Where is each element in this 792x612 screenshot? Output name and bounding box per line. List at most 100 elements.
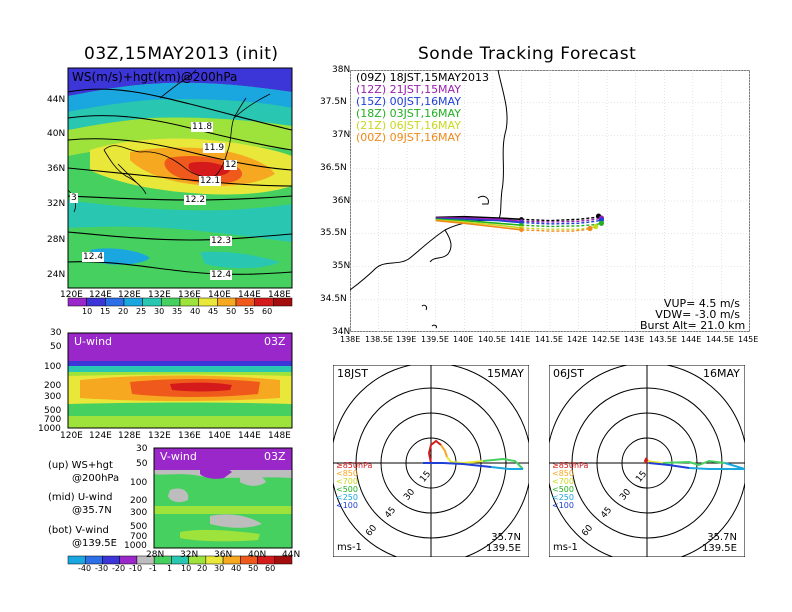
track-ytick: 34N <box>332 327 351 337</box>
u-xtick: 128E <box>118 431 141 441</box>
u-ytick: 200 <box>44 381 62 391</box>
polar-right-unit: ms-1 <box>553 542 578 553</box>
track-ytick: 36N <box>332 196 351 206</box>
v-ytick: 100 <box>130 478 148 488</box>
track-line-solid <box>435 218 522 226</box>
polar-left <box>333 365 529 557</box>
track-xtick: 143E <box>624 335 645 344</box>
colorbar-tick: 40 <box>190 307 201 316</box>
contour-label: 12 <box>224 160 238 170</box>
map-ytick: 44N <box>47 95 66 105</box>
track-ytick: 34.5N <box>320 294 347 304</box>
contour-label: 3 <box>70 193 78 203</box>
u-ytick: 30 <box>50 328 62 338</box>
track-ytick: 37.5N <box>320 97 347 107</box>
track-end-point <box>598 220 605 226</box>
launch-item: (12Z) 21JST,15MAY <box>356 83 461 96</box>
track-xtick: 140E <box>453 335 474 344</box>
track-line-dashed <box>521 222 602 228</box>
colorbar2-swatch <box>67 555 86 565</box>
colorbar2-tick: -40 <box>78 564 92 573</box>
map-xtick: 144E <box>238 290 261 300</box>
colorbar2-swatch <box>119 555 138 565</box>
colorbar2-swatch <box>274 555 293 565</box>
track-xtick: 141E <box>510 335 531 344</box>
u-ytick: 500 <box>44 406 62 416</box>
u-xtick: 144E <box>238 431 261 441</box>
map-ytick: 24N <box>47 270 66 280</box>
legend-up: (up) WS+hgt @200hPa <box>48 460 120 484</box>
map-xtick: 132E <box>148 290 171 300</box>
v-ytick: 1000 <box>124 541 147 551</box>
map-ytick: 36N <box>47 164 66 174</box>
colorbar2-tick: 50 <box>248 564 259 573</box>
contour-label: 11.8 <box>191 122 214 132</box>
colorbar2-tick: -10 <box>129 564 143 573</box>
v-wind-label: V-wind <box>160 450 197 463</box>
u-xtick: 140E <box>208 431 231 441</box>
u-ytick: 700 <box>44 415 62 425</box>
map-xtick: 140E <box>208 290 231 300</box>
left-title: 03Z,15MAY2013 (init) <box>84 44 279 64</box>
colorbar-tick: 15 <box>100 307 111 316</box>
track-line-solid <box>435 219 522 231</box>
colorbar-tick: 50 <box>226 307 237 316</box>
coastline <box>350 70 508 329</box>
map-xtick: 128E <box>118 290 141 300</box>
u-ytick: 1000 <box>38 424 61 434</box>
colorbar-tick: 10 <box>82 307 93 316</box>
v-wind-time: 03Z <box>264 450 286 463</box>
polar-left-date: 15MAY <box>487 367 524 380</box>
polar-left-location: 35.7N 139.5E <box>486 532 521 554</box>
v-ytick: 200 <box>130 496 148 506</box>
map-ytick: 28N <box>47 235 66 245</box>
launch-item: (00Z) 09JST,16MAY <box>356 131 461 144</box>
track-xtick: 144.5E <box>706 335 734 344</box>
track-line-solid <box>435 217 522 223</box>
track-burst-point <box>519 227 524 233</box>
v-xtick: 32N <box>180 550 199 560</box>
legend-mid: (mid) U-wind @35.7N <box>48 492 113 516</box>
colorbar2-tick: -20 <box>112 564 126 573</box>
track-ytick: 38N <box>332 65 351 75</box>
map-field-label: WS(m/s)+hgt(km)@200hPa <box>72 70 238 84</box>
track-xtick: 142E <box>567 335 588 344</box>
colorbar2-tick: 10 <box>181 564 192 573</box>
v-ytick: 700 <box>130 532 148 542</box>
launch-item: (15Z) 00JST,16MAY <box>356 95 461 108</box>
colorbar-tick: 35 <box>172 307 183 316</box>
track-ytick: 35.5N <box>320 228 347 238</box>
u-xtick: 124E <box>89 431 112 441</box>
v-xtick: 40N <box>248 550 267 560</box>
u-wind-panel <box>67 332 293 429</box>
map-xtick: 120E <box>60 290 83 300</box>
colorbar-tick: 25 <box>136 307 147 316</box>
map-xtick: 148E <box>268 290 291 300</box>
track-xtick: 139.5E <box>421 335 449 344</box>
contour-label: 12.2 <box>184 195 207 205</box>
track-xtick: 140.5E <box>478 335 506 344</box>
track-ytick: 35N <box>332 261 351 271</box>
colorbar-tick: 20 <box>118 307 129 316</box>
track-xtick: 141.5E <box>535 335 563 344</box>
polar-left-time: 18JST <box>337 367 368 380</box>
track-line-solid <box>435 215 522 221</box>
polar-right-time: 06JST <box>553 367 584 380</box>
contour-label: 11.9 <box>203 143 226 153</box>
u-wind-label: U-wind <box>74 335 113 348</box>
v-xtick: 28N <box>146 550 165 560</box>
polar-right-location: 35.7N 139.5E <box>702 532 737 554</box>
contour-label: 12.4 <box>210 270 233 280</box>
launch-legend: (09Z) 18JST,15MAY2013 (12Z) 21JST,15MAY … <box>356 72 489 144</box>
u-ytick: 300 <box>44 392 62 402</box>
track-end-point <box>587 225 593 232</box>
track-lines <box>435 213 605 233</box>
colorbar-tick: 30 <box>154 307 165 316</box>
track-xtick: 139E <box>396 335 417 344</box>
v-ytick: 500 <box>130 522 148 532</box>
tracking-grid <box>350 70 750 332</box>
v-ytick: 50 <box>136 459 148 469</box>
contour-label: 12.4 <box>82 252 105 262</box>
track-xtick: 145E <box>738 335 759 344</box>
